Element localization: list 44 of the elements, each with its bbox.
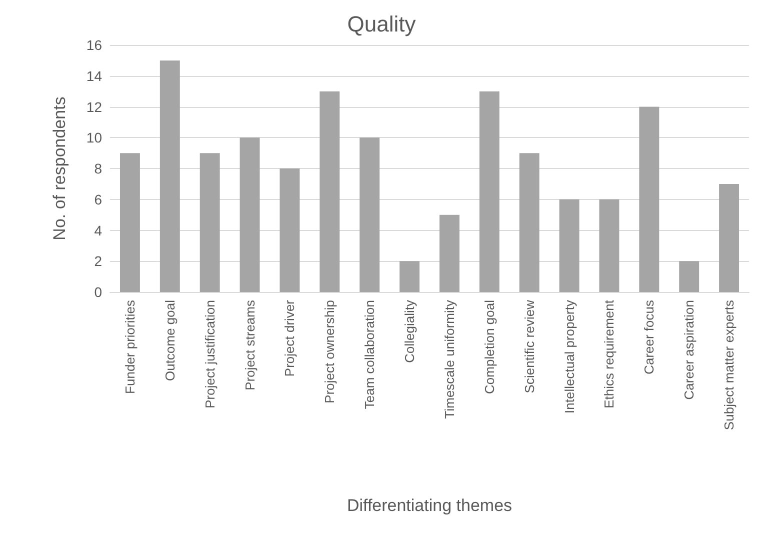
bar [200,153,220,292]
bar [519,153,540,292]
bar [360,138,380,292]
y-axis-title: No. of respondents [50,96,69,240]
bar [280,168,300,292]
y-tick-label: 6 [94,191,102,208]
x-tick-label: Subject matter experts [722,300,737,430]
y-tick-label: 14 [86,68,102,84]
y-tick-label: 8 [94,160,102,176]
x-tick-label: Career focus [642,300,657,374]
x-tick-label: Intellectual property [562,300,577,414]
bar [320,91,340,292]
bar [559,199,580,292]
x-tick-label: Career aspiration [682,300,697,400]
x-tick-label: Project streams [242,300,258,390]
x-tick-label: Project ownership [322,300,338,404]
y-tick-label: 2 [94,253,102,270]
x-tick-label: Ethics requirement [602,300,617,408]
y-tick-label: 4 [94,222,102,238]
x-tick-label: Completion goal [482,300,497,394]
x-tick-label: Timescale uniformity [442,300,457,419]
x-tick-label: Project driver [282,299,298,377]
bar [479,91,500,292]
x-axis-title: Differentiating themes [346,496,512,515]
bar [400,261,420,292]
bar [679,261,700,292]
bar [719,184,740,292]
x-tick-label: Funder priorities [122,300,138,394]
x-tick-label: Outcome goal [162,300,178,381]
y-tick-label: 12 [86,98,102,115]
y-tick-label: 0 [94,284,102,300]
x-tick-label: Scientific review [522,299,537,394]
bar [439,214,460,292]
bar [240,138,260,292]
bar [120,153,140,292]
x-tick-label: Team collaboration [362,300,378,410]
bar [160,60,180,292]
y-tick-label: 10 [86,130,102,146]
x-tick-label: Collegiality [402,300,418,363]
chart-title: Quality [347,12,416,36]
y-tick-label: 16 [86,37,102,53]
bar [639,106,660,292]
bar [599,199,620,292]
x-tick-label: Project justification [202,300,218,408]
